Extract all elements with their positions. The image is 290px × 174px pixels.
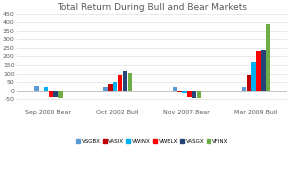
Bar bbox=[44, 87, 48, 90]
Bar bbox=[242, 87, 246, 90]
Bar bbox=[49, 90, 53, 97]
Bar bbox=[123, 71, 127, 90]
Bar bbox=[58, 90, 63, 98]
Bar bbox=[108, 84, 113, 90]
Bar bbox=[113, 82, 117, 90]
Bar bbox=[261, 50, 266, 90]
Bar bbox=[128, 73, 132, 90]
Bar bbox=[197, 90, 201, 98]
Bar bbox=[192, 90, 196, 98]
Bar bbox=[177, 90, 182, 92]
Bar bbox=[39, 90, 43, 91]
Bar bbox=[266, 24, 270, 90]
Bar bbox=[53, 90, 58, 97]
Bar bbox=[118, 75, 122, 90]
Legend: VSGBX, VASIX, VWINX, VWELX, VASGX, VFINX: VSGBX, VASIX, VWINX, VWELX, VASGX, VFINX bbox=[74, 137, 231, 146]
Bar bbox=[251, 62, 256, 90]
Bar bbox=[34, 86, 39, 90]
Bar bbox=[246, 75, 251, 90]
Bar bbox=[256, 51, 261, 90]
Bar bbox=[182, 90, 187, 93]
Bar bbox=[173, 88, 177, 90]
Bar bbox=[187, 90, 191, 97]
Title: Total Return During Bull and Bear Markets: Total Return During Bull and Bear Market… bbox=[57, 3, 247, 12]
Bar bbox=[103, 87, 108, 90]
